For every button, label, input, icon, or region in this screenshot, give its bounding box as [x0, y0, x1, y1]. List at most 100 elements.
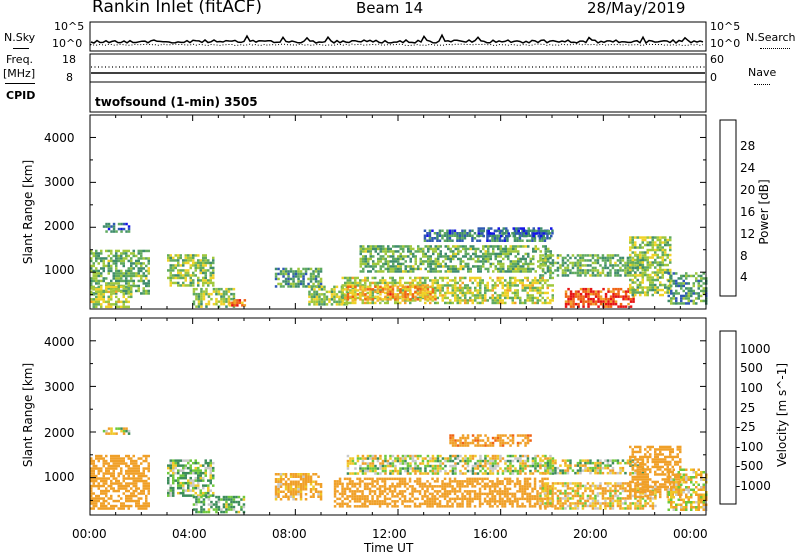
panel-velocity-cell	[454, 488, 457, 491]
panel-power-cell	[427, 258, 430, 261]
panel-velocity-cell	[140, 497, 143, 500]
panel-velocity-cell	[406, 488, 409, 491]
panel-velocity-cell	[113, 490, 116, 493]
panel-power-cell	[200, 269, 203, 272]
panel-power-cell	[476, 240, 479, 243]
panel-power-cell	[450, 255, 453, 258]
panel-power-cell	[502, 253, 505, 256]
panel-power-cell	[644, 251, 647, 254]
panel-velocity-cell	[414, 505, 417, 508]
panel-velocity-cell	[377, 472, 380, 475]
panel-velocity-cell	[295, 476, 298, 479]
panel-power-cell	[432, 250, 435, 253]
panel-velocity-cell	[424, 457, 427, 460]
panel-power-cell	[670, 302, 673, 305]
panel-velocity-cell	[484, 493, 487, 496]
panel-power-cell	[198, 305, 201, 308]
panel-velocity-cell	[115, 457, 118, 460]
panel-velocity-cell	[362, 462, 365, 465]
panel-power-cell	[529, 287, 532, 290]
panel-power-cell	[115, 255, 118, 258]
panel-power-cell	[113, 225, 116, 228]
panel-velocity-cell	[275, 481, 278, 484]
panel-velocity-cell	[394, 465, 397, 468]
panel-power-cell	[390, 248, 393, 251]
panel-power-cell	[562, 264, 565, 267]
panel-power-cell	[123, 272, 126, 275]
panel-power-cell	[338, 298, 341, 301]
panel-power-cell	[625, 305, 628, 308]
panel-power-cell	[452, 253, 455, 256]
panel-power-cell	[489, 297, 492, 300]
panel-velocity-cell	[292, 498, 295, 501]
panel-power-cell	[372, 263, 375, 266]
panel-power-cell	[280, 270, 283, 273]
panel-velocity-cell	[135, 465, 138, 468]
panel-power-cell	[584, 272, 587, 275]
panel-power-cell	[629, 254, 632, 256]
panel-velocity-cell	[336, 485, 339, 488]
panel-power-cell	[123, 285, 126, 288]
panel-power-cell	[110, 225, 113, 228]
panel-velocity-cell	[407, 455, 410, 458]
panel-power-cell	[429, 279, 432, 282]
panel-power-cell	[328, 301, 331, 304]
panel-power-cell	[490, 255, 493, 258]
panel-power-cell	[128, 301, 131, 304]
panel-power-cell	[328, 298, 331, 301]
panel-power-cell	[541, 240, 544, 243]
panel-velocity-cell	[148, 487, 151, 490]
panel-power-cell	[570, 300, 573, 303]
panel-velocity-cell	[521, 488, 524, 491]
panel-power-cell	[323, 286, 326, 289]
panel-velocity-cell	[125, 482, 128, 485]
panel-power-cell	[607, 305, 610, 308]
panel-velocity-cell	[185, 477, 188, 480]
panel-power-cell	[654, 261, 657, 264]
panel-power-cell	[629, 279, 632, 282]
panel-power-cell	[544, 292, 547, 295]
panel-velocity-cell	[462, 465, 465, 468]
panel-velocity-cell	[409, 462, 412, 465]
panel-power-cell	[673, 292, 676, 295]
panel-power-cell	[549, 277, 552, 280]
panel-power-cell	[354, 282, 357, 285]
panel-velocity-cell	[444, 460, 447, 463]
panel-velocity-cell	[240, 508, 243, 511]
panel-velocity-cell	[404, 455, 407, 458]
panel-power-cell	[295, 270, 298, 273]
panel-power-cell	[482, 282, 485, 285]
panel-velocity-cell	[195, 501, 198, 504]
panel-velocity-cell	[459, 505, 462, 508]
panel-power-cell	[657, 236, 660, 239]
panel-power-cell	[323, 296, 326, 299]
panel-power-cell	[506, 237, 509, 240]
panel-power-cell	[415, 255, 418, 258]
panel-power-cell	[472, 258, 475, 261]
panel-velocity-cell	[200, 501, 203, 504]
panel-power-cell	[529, 297, 532, 300]
panel-velocity-cell	[187, 459, 190, 462]
panel-power-cell	[205, 254, 208, 257]
panel-velocity-cell	[506, 488, 509, 491]
panel-velocity-cell	[379, 478, 382, 481]
panel-velocity-cell	[484, 485, 487, 488]
panel-power-cell	[440, 245, 443, 248]
panel-velocity-cell	[285, 488, 288, 491]
panel-power-cell	[229, 302, 232, 305]
panel-velocity-cell	[394, 503, 397, 506]
panel-power-cell	[440, 270, 443, 273]
panel-velocity-cell	[277, 486, 280, 489]
panel-power-cell	[377, 248, 380, 251]
panel-power-cell	[130, 270, 133, 273]
panel-power-cell	[135, 260, 138, 263]
panel-power-cell	[372, 302, 375, 305]
panel-velocity-cell	[130, 467, 133, 470]
panel-velocity-cell	[374, 490, 377, 493]
panel-power-cell	[202, 254, 205, 257]
panel-power-cell	[412, 293, 415, 296]
panel-velocity-cell	[379, 505, 382, 508]
panel-power-cell	[492, 253, 495, 256]
panel-power-cell	[542, 264, 545, 267]
panel-power-cell	[622, 269, 625, 272]
